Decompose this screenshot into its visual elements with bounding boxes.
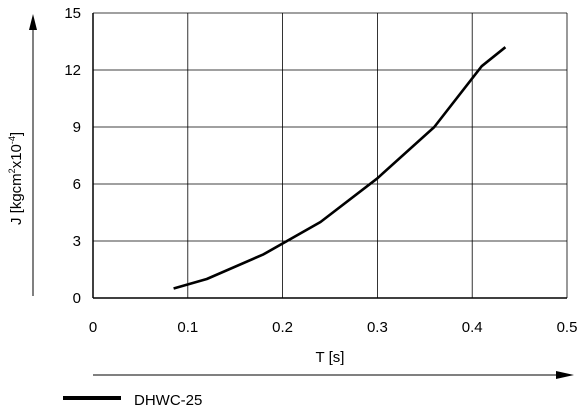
y-tick-label: 0: [73, 290, 81, 307]
x-tick-label: 0.4: [462, 319, 483, 336]
y-axis-title: J [kgcm2x10-4]: [7, 132, 25, 225]
x-tick-label: 0.1: [177, 319, 198, 336]
y-tick-label: 6: [73, 176, 81, 193]
y-axis-arrow-head: [29, 14, 37, 30]
x-tick-label: 0: [89, 319, 97, 336]
grid: [93, 12, 568, 298]
axes: [92, 13, 567, 299]
x-axis-arrow-head: [556, 371, 574, 379]
x-tick-label: 0.2: [272, 319, 293, 336]
x-axis-title: T [s]: [316, 349, 345, 366]
series: [173, 46, 507, 290]
legend-swatch: [63, 396, 121, 400]
y-tick-label: 12: [64, 62, 81, 79]
y-tick-label: 3: [73, 233, 81, 250]
x-tick-label: 0.5: [557, 319, 578, 336]
y-tick-label: 9: [73, 119, 81, 136]
series-line: [173, 46, 507, 290]
y-tick-label: 15: [64, 5, 81, 22]
tick-labels: 0 0.1 0.2 0.3 0.4 0.5 0 3 6 9 12 15: [64, 5, 577, 336]
legend-label: DHWC-25: [134, 392, 202, 409]
x-tick-label: 0.3: [367, 319, 388, 336]
